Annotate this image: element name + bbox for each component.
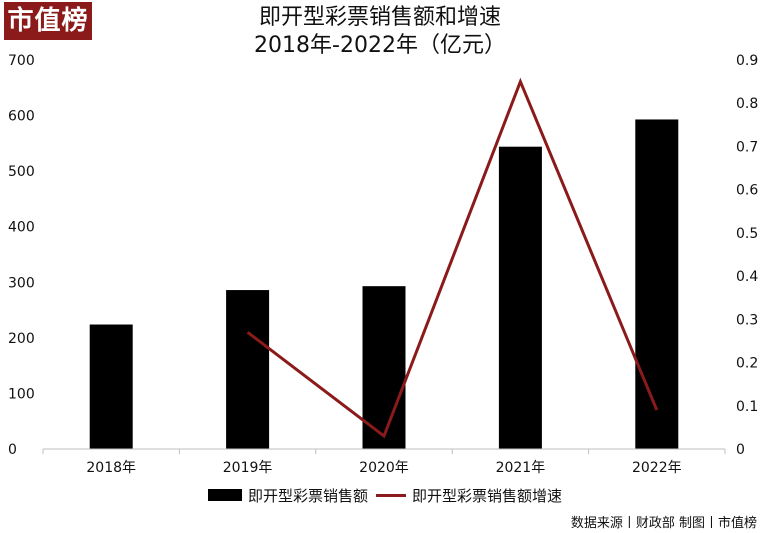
y-right-tick-label: 0 xyxy=(736,442,745,458)
bar-3 xyxy=(362,286,406,449)
bar-1 xyxy=(89,324,133,449)
y-right-tick-label: 0.7 xyxy=(736,139,758,155)
y-right-tick-label: 0.1 xyxy=(736,399,758,415)
y-left-tick-label: 100 xyxy=(8,386,35,402)
y-left-tick-label: 700 xyxy=(8,53,35,69)
chart-legend: 即开型彩票销售额 即开型彩票销售额增速 xyxy=(208,484,562,506)
legend-line-label: 即开型彩票销售额增速 xyxy=(412,486,563,505)
y-right-tick-label: 0.3 xyxy=(736,312,758,328)
y-right-tick-label: 0.2 xyxy=(736,356,758,372)
bar-2 xyxy=(226,290,270,449)
y-right-tick-label: 0.5 xyxy=(736,226,758,242)
x-tick-label: 2018年 xyxy=(86,460,136,476)
source-note: 数据来源丨财政部 制图丨市值榜 xyxy=(570,516,757,531)
y-left-tick-label: 400 xyxy=(8,220,35,236)
bar-5 xyxy=(635,119,679,449)
y-right-tick-label: 0.8 xyxy=(736,96,758,112)
y-right-tick-label: 0.6 xyxy=(736,183,758,199)
chart-title-line2: 2018年-2022年（亿元） xyxy=(254,33,506,58)
legend-line-swatch xyxy=(376,493,407,497)
chart-title: 即开型彩票销售额和增速 2018年-2022年（亿元） xyxy=(180,4,580,60)
y-right-tick-label: 0.4 xyxy=(736,269,758,285)
y-left-tick-label: 500 xyxy=(8,164,35,180)
y-right-tick-label: 0.9 xyxy=(736,53,758,69)
brand-logo: 市值榜 xyxy=(4,2,92,40)
x-tick-label: 2021年 xyxy=(496,460,546,476)
chart-title-line1: 即开型彩票销售额和增速 xyxy=(258,5,501,30)
growth-line xyxy=(246,77,659,439)
y-left-tick-label: 200 xyxy=(8,331,35,347)
legend-bar-swatch xyxy=(208,489,242,501)
x-tick-label: 2020年 xyxy=(359,460,409,476)
y-left-tick-label: 300 xyxy=(8,275,35,291)
x-tick-label: 2022年 xyxy=(632,460,682,476)
y-left-tick-label: 600 xyxy=(8,109,35,125)
legend-bar-label: 即开型彩票销售额 xyxy=(248,486,369,505)
bar-4 xyxy=(498,146,542,450)
x-tick-label: 2019年 xyxy=(223,460,273,476)
y-left-tick-label: 0 xyxy=(8,442,17,458)
